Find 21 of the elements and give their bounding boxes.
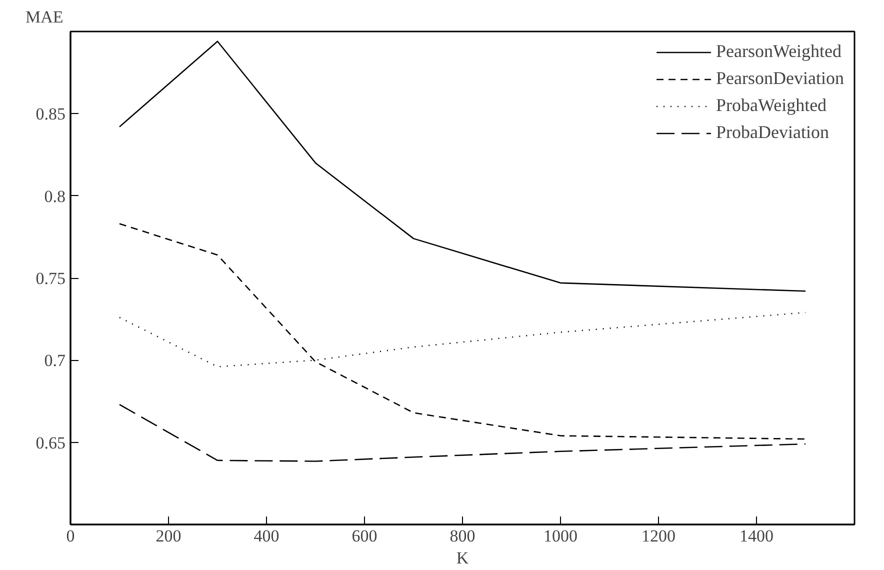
x-tick-label: 600 <box>352 526 378 546</box>
x-tick-label: 1400 <box>740 526 774 546</box>
line-series <box>118 404 806 462</box>
x-tick-label: 1000 <box>544 526 578 546</box>
y-tick-label: 0.65 <box>36 433 66 452</box>
legend-label: PearsonWeighted <box>716 41 842 62</box>
legend-label: PearsonDeviation <box>716 68 844 89</box>
x-tick-label: 200 <box>156 526 182 546</box>
x-tick-label: 400 <box>254 526 280 546</box>
y-axis-title: MAE <box>26 8 64 26</box>
y-tick-label: 0.7 <box>44 351 66 370</box>
y-tick-label: 0.85 <box>36 104 66 124</box>
x-tick-label: 800 <box>450 526 476 546</box>
legend-label: ProbaDeviation <box>716 122 830 143</box>
legend-label: ProbaWeighted <box>716 95 827 116</box>
line-series <box>118 223 806 440</box>
x-tick-label: 1200 <box>642 526 676 546</box>
x-axis-title: K <box>456 548 470 568</box>
y-tick-label: 0.8 <box>44 186 66 206</box>
x-tick-label: 0 <box>66 526 75 546</box>
y-tick-label: 0.75 <box>36 269 66 288</box>
